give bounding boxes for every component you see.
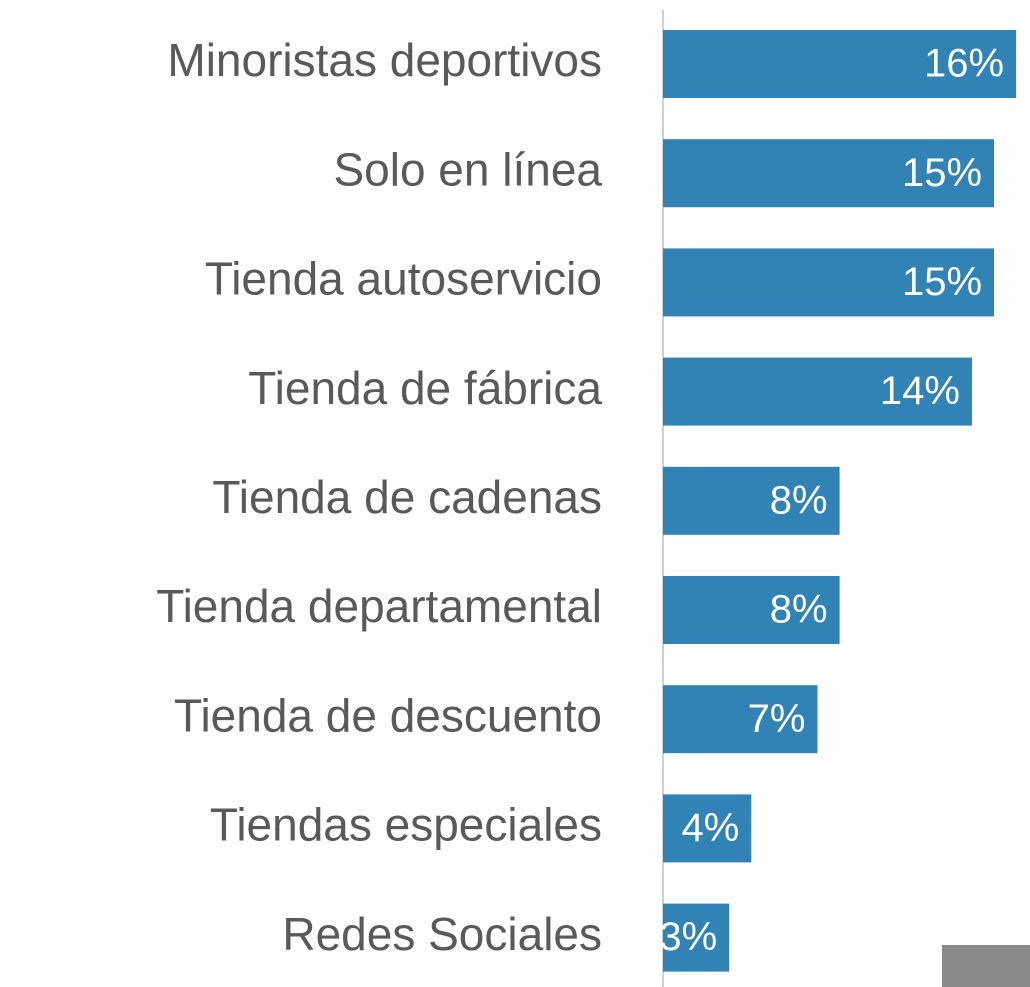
bar [663,794,752,863]
bar [663,139,995,208]
value-label: 3% [659,915,717,959]
corner-widget [942,945,1030,987]
value-label: 7% [748,697,806,741]
bar [663,248,995,317]
bar [663,30,1017,98]
value-label: 16% [924,42,1004,86]
value-label: 8% [770,478,828,522]
bar [663,576,840,644]
value-label: 15% [902,151,982,195]
category-label: Tienda autoservicio [205,253,602,305]
value-label: 4% [681,806,739,850]
bar [663,903,730,972]
bar [663,685,818,754]
category-label: Redes Sociales [282,908,602,960]
value-label: 8% [770,588,828,632]
bar [663,466,840,535]
value-label: 15% [902,260,982,304]
category-label: Solo en línea [333,143,602,195]
category-label: Minoristas deportivos [167,34,602,86]
bar [663,357,972,426]
category-label: Tienda departamental [156,580,602,632]
value-label: 14% [880,369,960,413]
category-label: Tienda de descuento [174,689,602,741]
category-label: Tiendas especiales [210,799,602,851]
category-label: Tienda de fábrica [248,362,602,414]
category-label: Tienda de cadenas [212,471,602,523]
